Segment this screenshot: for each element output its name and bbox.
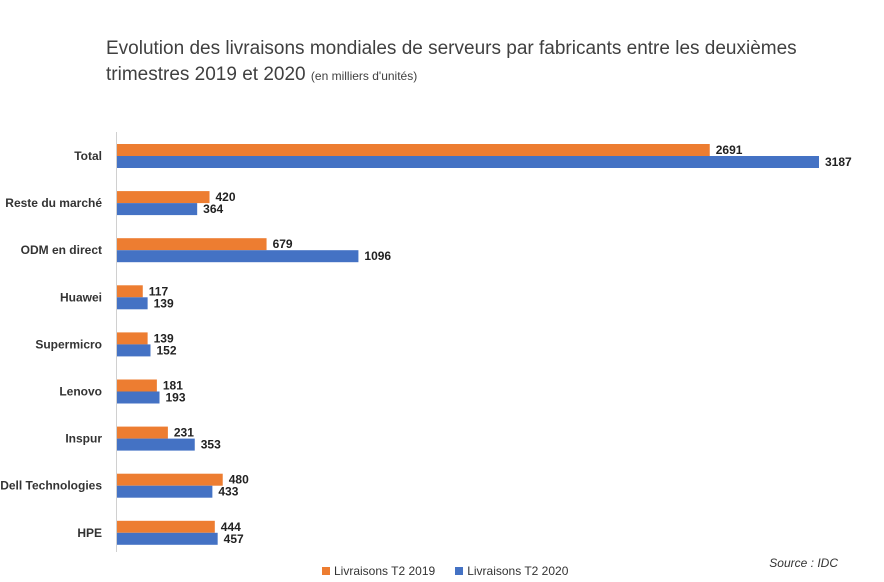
- bar-reste-du-march-series-0: [117, 191, 210, 204]
- bar-reste-du-march-series-1: [117, 203, 198, 216]
- bar-huawei-series-1: [117, 297, 148, 310]
- value-label-inspur-series-0: 231: [174, 426, 194, 440]
- bar-huawei-series-0: [117, 285, 143, 298]
- bar-dell-technologies-series-0: [117, 473, 223, 486]
- value-label-lenovo-series-1: 193: [166, 391, 186, 405]
- bar-inspur-series-0: [117, 426, 168, 439]
- bar-total-series-0: [117, 144, 710, 156]
- value-label-supermicro-series-0: 139: [154, 331, 174, 345]
- value-label-supermicro-series-1: 152: [156, 343, 176, 357]
- bar-supermicro-series-1: [117, 344, 151, 357]
- legend-swatch-2020: [455, 567, 464, 575]
- value-label-dell-technologies-series-0: 480: [229, 473, 249, 487]
- bar-odm-en-direct-series-0: [117, 238, 267, 251]
- category-label-huawei: Huawei: [60, 290, 102, 304]
- bar-odm-en-direct-series-1: [117, 250, 359, 263]
- value-label-huawei-series-0: 117: [149, 284, 169, 298]
- chart-title: Evolution des livraisons mondiales de se…: [106, 36, 866, 89]
- value-label-odm-en-direct-series-0: 679: [273, 237, 293, 251]
- legend-swatch-2019: [322, 567, 330, 575]
- category-label-dell-technologies: Dell Technologies: [0, 479, 102, 493]
- value-label-lenovo-series-0: 181: [163, 379, 183, 393]
- bar-supermicro-series-0: [117, 332, 148, 345]
- value-label-total-series-0: 2691: [716, 143, 743, 157]
- bar-hpe-series-0: [117, 520, 215, 533]
- category-label-supermicro: Supermicro: [35, 337, 102, 351]
- category-label-inspur: Inspur: [65, 432, 102, 446]
- category-label-hpe: HPE: [77, 526, 102, 540]
- chart-subtitle: (en milliers d'unités): [310, 69, 418, 83]
- chart-legend: Livraisons T2 2019 Livraisons T2 2020: [322, 564, 568, 578]
- bar-total-series-1: [117, 156, 819, 168]
- value-label-odm-en-direct-series-1: 1096: [364, 249, 391, 263]
- value-label-hpe-series-0: 444: [221, 520, 241, 534]
- bar-lenovo-series-1: [117, 391, 160, 404]
- value-label-inspur-series-1: 353: [201, 438, 221, 452]
- value-label-reste-du-march-series-1: 364: [203, 202, 223, 216]
- value-label-reste-du-march-series-0: 420: [216, 190, 236, 204]
- value-label-hpe-series-1: 457: [224, 532, 244, 546]
- value-label-huawei-series-1: 139: [154, 296, 174, 310]
- category-label-lenovo: Lenovo: [59, 385, 102, 399]
- legend-label-2019: Livraisons T2 2019: [334, 564, 436, 578]
- category-label-total: Total: [74, 149, 102, 163]
- legend-label-2020: Livraisons T2 2020: [467, 564, 569, 578]
- bar-hpe-series-1: [117, 532, 218, 545]
- legend-item-2019: Livraisons T2 2019: [322, 564, 435, 578]
- chart-title-text: Evolution des livraisons mondiales de se…: [106, 38, 797, 85]
- bar-inspur-series-1: [117, 438, 195, 451]
- source-note: Source : IDC: [769, 556, 838, 570]
- value-label-dell-technologies-series-1: 433: [218, 485, 238, 499]
- bar-dell-technologies-series-1: [117, 485, 213, 498]
- category-label-reste-du-march: Reste du marché: [5, 196, 102, 210]
- bar-lenovo-series-0: [117, 379, 157, 392]
- value-label-total-series-1: 3187: [825, 155, 852, 169]
- category-label-odm-en-direct: ODM en direct: [21, 243, 102, 257]
- legend-item-2020: Livraisons T2 2020: [455, 564, 568, 578]
